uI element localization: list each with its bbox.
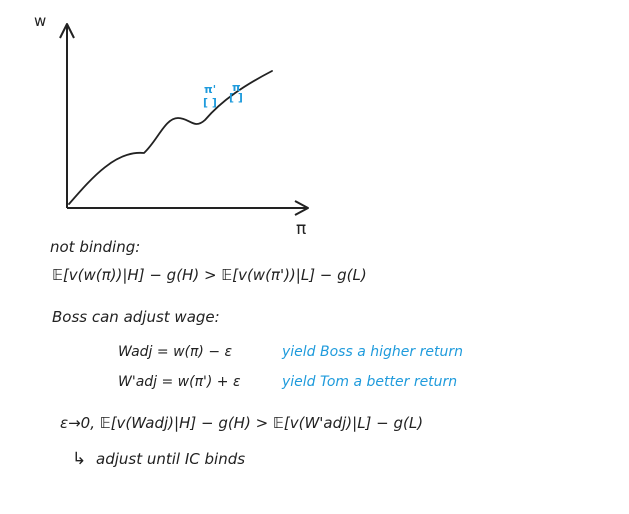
pi-label: π bbox=[232, 81, 241, 94]
graph: w π π' π [ ] [ ] bbox=[34, 12, 309, 239]
pi-prime-label: π' bbox=[204, 83, 216, 96]
pi-prime-bracket: [ ] bbox=[203, 96, 217, 109]
wadj-equation: Wadj = w(π) − ε bbox=[118, 344, 232, 360]
boss-adjust-heading: Boss can adjust wage: bbox=[52, 308, 220, 326]
x-axis-arrowhead bbox=[294, 200, 309, 216]
notes: not binding: 𝔼[v(w(π))|H] − g(H) > 𝔼[v(w… bbox=[50, 238, 463, 469]
adjust-until-binds: adjust until IC binds bbox=[96, 450, 245, 468]
x-axis-label: π bbox=[296, 219, 306, 239]
wadj-annotation: yield Boss a higher return bbox=[281, 344, 463, 360]
not-binding-heading: not binding: bbox=[50, 238, 140, 256]
y-axis-label: w bbox=[34, 12, 46, 30]
wadj-prime-equation: W'adj = w(π') + ε bbox=[118, 374, 241, 390]
y-axis-arrowhead bbox=[59, 23, 75, 39]
wadj-prime-annotation: yield Tom a better return bbox=[281, 374, 457, 390]
arrow-icon: ↳ bbox=[72, 449, 86, 469]
wage-curve bbox=[68, 70, 273, 205]
epsilon-limit-inequality: ε→0, 𝔼[v(Wadj)|H] − g(H) > 𝔼[v(W'adj)|L]… bbox=[60, 414, 423, 432]
ic-inequality: 𝔼[v(w(π))|H] − g(H) > 𝔼[v(w(π'))|L] − g(… bbox=[52, 266, 367, 284]
pi-bracket: [ ] bbox=[229, 91, 243, 104]
